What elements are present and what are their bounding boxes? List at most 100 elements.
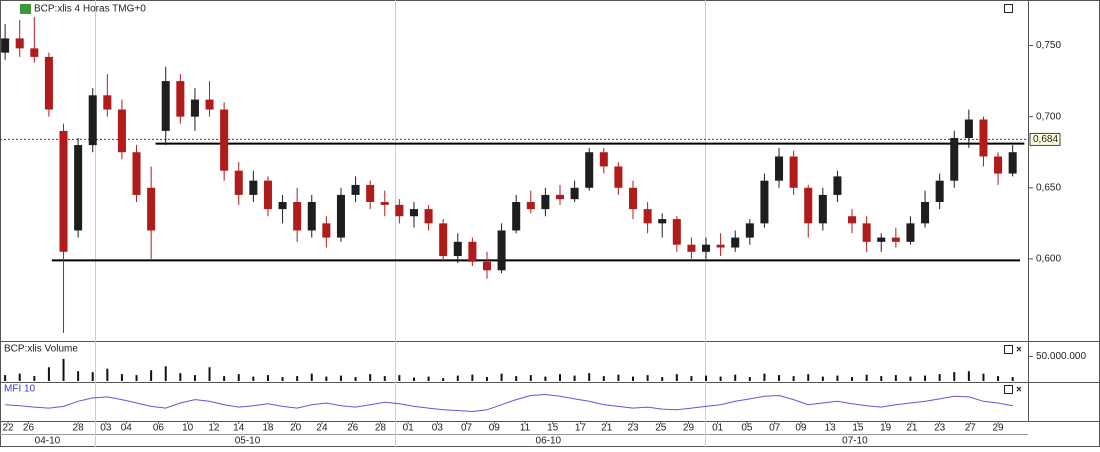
candle-body <box>205 99 214 110</box>
x-tick-label: 19 <box>880 423 892 434</box>
volume-bar <box>792 376 795 381</box>
volume-bar <box>807 374 810 381</box>
candle-body <box>336 194 345 238</box>
candle-body <box>44 56 53 110</box>
x-tick-label: 06 <box>153 423 165 434</box>
volume-bar <box>617 374 620 381</box>
volume-bar <box>880 376 883 381</box>
last-price-label: 0,684 <box>1033 134 1058 145</box>
volume-bar <box>150 370 153 381</box>
candle-body <box>745 223 754 238</box>
x-tick-label: 22 <box>2 423 14 434</box>
pane-title[interactable]: MFI 10 <box>4 384 36 395</box>
x-tick-label: 12 <box>208 423 220 434</box>
candle-body <box>964 119 973 138</box>
symbol-icon <box>20 4 31 14</box>
volume-bar <box>296 376 299 381</box>
x-tick-label: 25 <box>655 423 667 434</box>
volume-bar <box>719 376 722 381</box>
month-label: 06-10 <box>536 436 562 447</box>
volume-bar <box>135 375 138 381</box>
volume-bar <box>281 377 284 381</box>
candle-body <box>497 230 506 271</box>
candle-body <box>453 241 462 257</box>
close-button[interactable]: × <box>1016 345 1022 356</box>
volume-bar <box>748 377 751 381</box>
volume-bar <box>91 372 94 381</box>
close-button[interactable]: × <box>1016 385 1022 396</box>
candle-body <box>643 209 652 224</box>
candle-body <box>658 219 667 224</box>
volume-bar <box>252 376 255 381</box>
candle-body <box>599 152 608 167</box>
x-tick-label: 01 <box>403 423 415 434</box>
candle-body <box>716 244 725 248</box>
volume-bar <box>573 375 576 381</box>
volume-bar <box>120 374 123 381</box>
volume-bar <box>953 372 956 381</box>
x-tick-label: 09 <box>489 423 501 434</box>
x-tick-label: 26 <box>347 423 359 434</box>
x-tick-label: 20 <box>290 423 302 434</box>
candle-body <box>234 170 243 195</box>
candle-body <box>74 145 83 231</box>
month-label: 04-10 <box>35 436 61 447</box>
y-tick-label: 0,650 <box>1036 182 1061 193</box>
candle-body <box>59 130 68 252</box>
volume-bar <box>106 368 109 381</box>
candle-body <box>818 194 827 224</box>
plot: 0,750 0,700 0,650 0,600 0,684 22 26 28 03 04 06 10 1… <box>0 17 1086 447</box>
candle-body <box>366 184 375 203</box>
candle-body <box>862 223 871 242</box>
candle-body <box>409 209 418 217</box>
volume-bar <box>310 373 313 381</box>
volume-bar <box>369 374 372 381</box>
candle-body <box>585 152 594 188</box>
volume-bar <box>894 375 897 381</box>
candle-body <box>833 176 842 195</box>
volume-bar <box>646 375 649 381</box>
x-tick-label: 01 <box>712 423 724 434</box>
candle-body <box>482 261 492 271</box>
x-tick-label: 03 <box>432 423 444 434</box>
volume-bar <box>500 373 503 381</box>
candle-body <box>380 202 389 205</box>
volume-bar <box>179 373 182 381</box>
maximize-button[interactable] <box>1004 345 1013 354</box>
x-tick-label: 09 <box>795 423 807 434</box>
volume-bar <box>982 373 985 381</box>
volume-bar <box>77 371 80 381</box>
candle-body <box>614 166 623 188</box>
candle-body <box>775 156 784 181</box>
volume-bar <box>632 376 635 381</box>
volume-bar <box>851 377 854 381</box>
x-tick-label: 18 <box>262 423 274 434</box>
candle-body <box>512 202 521 231</box>
x-tick-label: 28 <box>375 423 387 434</box>
candle-body <box>1008 152 1017 174</box>
chart-title[interactable]: BCP:xlis 4 Horas TMG+0 <box>34 4 146 15</box>
volume-bar <box>544 376 547 381</box>
maximize-button[interactable] <box>1004 385 1013 394</box>
candle-body <box>15 38 24 49</box>
volume-bar <box>208 367 211 381</box>
x-tick-label: 15 <box>547 423 559 434</box>
volume-bar <box>4 375 7 381</box>
x-tick-label: 23 <box>627 423 639 434</box>
volume-bar <box>602 376 605 381</box>
maximize-button[interactable] <box>1004 4 1013 13</box>
x-tick-label: 13 <box>825 423 837 434</box>
candle-body <box>979 119 988 157</box>
x-tick-label: 21 <box>906 423 918 434</box>
x-tick-label: 07 <box>461 423 473 434</box>
month-label: 07-10 <box>842 436 868 447</box>
candle-body <box>702 244 711 252</box>
volume-bar <box>33 376 36 381</box>
candle-body <box>322 223 331 238</box>
volume-bar <box>997 376 1000 381</box>
candle-body <box>921 202 930 224</box>
x-tick-label: 05 <box>741 423 753 434</box>
y-tick-label: 0,600 <box>1036 254 1061 265</box>
last-price-box <box>1029 132 1061 146</box>
volume-bar <box>398 375 401 381</box>
